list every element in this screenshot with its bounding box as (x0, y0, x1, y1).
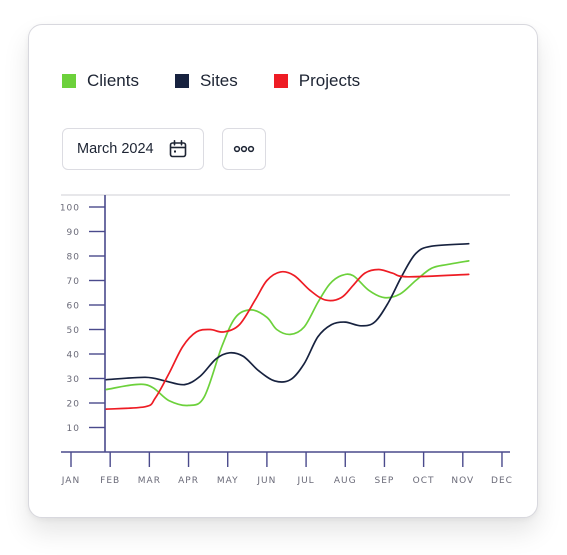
y-tick-label-60: 60 (67, 302, 80, 312)
series-line-sites (105, 242, 470, 386)
series-line-clients (105, 260, 470, 407)
x-tick-label-dec: DEC (491, 476, 513, 486)
legend-swatch-clients (62, 74, 76, 88)
x-tick-label-may: MAY (217, 476, 239, 486)
calendar-icon (167, 138, 189, 160)
y-tick-label-80: 80 (67, 253, 80, 263)
chart-toolbar: March 2024 (62, 128, 266, 170)
y-tick-label-100: 100 (60, 204, 80, 214)
date-picker[interactable]: March 2024 (62, 128, 204, 170)
series-line-projects (105, 268, 470, 410)
y-tick-label-10: 10 (67, 424, 80, 434)
y-tick-label-20: 20 (67, 400, 80, 410)
more-options-button[interactable] (222, 128, 266, 170)
legend-swatch-sites (174, 74, 189, 88)
legend-label-projects: Projects (298, 71, 361, 90)
legend-swatch-projects (273, 74, 288, 88)
x-tick-label-oct: OCT (413, 476, 435, 486)
legend-item-clients[interactable]: Clients (62, 71, 139, 91)
legend-item-sites[interactable]: Sites (174, 71, 238, 91)
x-tick-label-apr: APR (178, 476, 199, 486)
legend-label-clients: Clients (87, 71, 139, 90)
x-tick-label-mar: MAR (138, 476, 161, 486)
x-tick-label-feb: FEB (100, 476, 120, 486)
x-tick-label-jun: JUN (256, 476, 276, 486)
legend-label-sites: Sites (199, 71, 238, 90)
legend-item-projects[interactable]: Projects (273, 71, 361, 91)
x-tick-label-jul: JUL (296, 476, 314, 486)
x-tick-label-nov: NOV (451, 476, 474, 486)
chart-legend: Clients Sites Projects (62, 71, 396, 91)
x-tick-label-sep: SEP (375, 476, 395, 486)
x-tick-label-jan: JAN (61, 476, 80, 486)
y-tick-label-40: 40 (67, 351, 80, 361)
y-tick-label-30: 30 (67, 375, 80, 385)
date-picker-value: March 2024 (77, 141, 154, 157)
y-tick-label-70: 70 (67, 277, 80, 287)
y-tick-label-50: 50 (67, 326, 80, 336)
y-tick-label-90: 90 (67, 228, 80, 238)
more-horizontal-icon (233, 145, 255, 153)
x-tick-label-aug: AUG (334, 476, 357, 486)
